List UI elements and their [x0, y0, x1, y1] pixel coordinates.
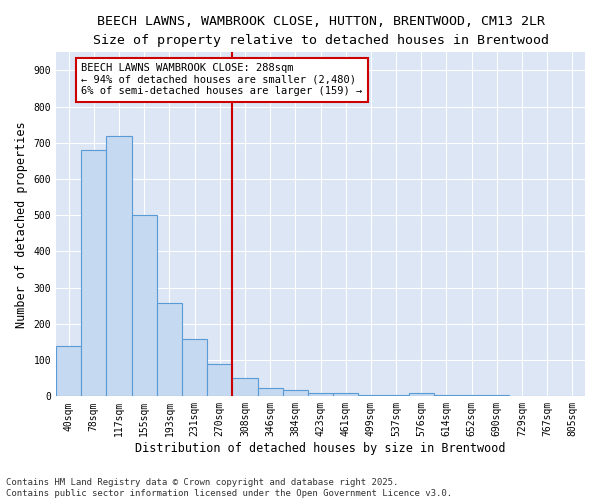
- Bar: [56, 346, 81, 397]
- Bar: [333, 392, 358, 396]
- Bar: [383, 394, 409, 396]
- Bar: [157, 303, 182, 396]
- Bar: [283, 390, 308, 396]
- Title: BEECH LAWNS, WAMBROOK CLOSE, HUTTON, BRENTWOOD, CM13 2LR
Size of property relati: BEECH LAWNS, WAMBROOK CLOSE, HUTTON, BRE…: [92, 15, 548, 47]
- Bar: [308, 392, 333, 396]
- Text: BEECH LAWNS WAMBROOK CLOSE: 288sqm
← 94% of detached houses are smaller (2,480)
: BEECH LAWNS WAMBROOK CLOSE: 288sqm ← 94%…: [81, 63, 362, 96]
- Bar: [257, 388, 283, 396]
- Bar: [131, 216, 157, 396]
- Y-axis label: Number of detached properties: Number of detached properties: [15, 121, 28, 328]
- Bar: [434, 395, 459, 396]
- X-axis label: Distribution of detached houses by size in Brentwood: Distribution of detached houses by size …: [135, 442, 506, 455]
- Bar: [106, 136, 131, 396]
- Bar: [459, 395, 484, 396]
- Bar: [358, 394, 383, 396]
- Bar: [232, 378, 257, 396]
- Bar: [81, 150, 106, 396]
- Bar: [484, 395, 509, 396]
- Bar: [207, 364, 232, 396]
- Text: Contains HM Land Registry data © Crown copyright and database right 2025.
Contai: Contains HM Land Registry data © Crown c…: [6, 478, 452, 498]
- Bar: [409, 394, 434, 396]
- Bar: [182, 339, 207, 396]
